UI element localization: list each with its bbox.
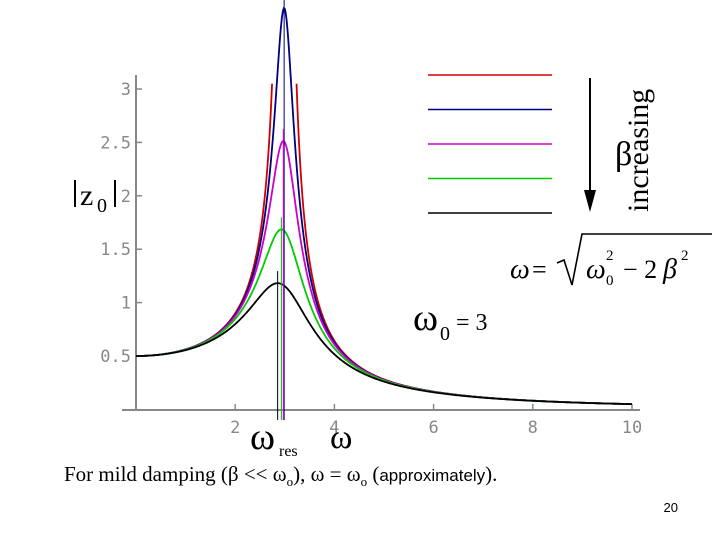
x-tick-label: 10 [622, 418, 642, 438]
svg-text:β: β [662, 254, 677, 285]
curve-series-0 [136, 83, 633, 406]
curve-series-1 [136, 6, 633, 406]
svg-text:=: = [532, 255, 547, 284]
resonance-formula: ω = ω 2 0 − 2 β 2 [510, 233, 712, 289]
tick-labels: 2 4 6 8 10 0.5 1 1.5 2 2.5 3 [100, 80, 642, 438]
svg-text:ω: ω [250, 416, 275, 458]
y-tick-label: 3 [121, 80, 131, 100]
y-tick-label: 2.5 [100, 133, 131, 153]
x-tick-label: 4 [329, 418, 339, 438]
svg-text:z: z [80, 179, 93, 212]
svg-text:− 2: − 2 [623, 255, 657, 284]
curve-series-2 [136, 140, 633, 406]
svg-text:ω: ω [510, 254, 530, 285]
y-tick-label: 1.5 [100, 240, 131, 260]
omega0-annotation: ω 0 = 3 [413, 297, 488, 345]
curve-series-4 [136, 282, 633, 406]
svg-text:increasing: increasing [622, 89, 655, 212]
svg-text:0: 0 [97, 195, 107, 217]
svg-text:2: 2 [606, 248, 614, 264]
axis-ticks [136, 88, 633, 410]
svg-text:β: β [615, 136, 632, 173]
resonance-label: ω res [250, 416, 298, 460]
caption: For mild damping (β << ωo), ω = ωo (appr… [64, 462, 498, 490]
svg-text:0: 0 [606, 273, 614, 289]
x-tick-label: 6 [428, 418, 438, 438]
svg-text:0: 0 [440, 323, 450, 345]
svg-text:ω: ω [413, 297, 438, 339]
resonance-markers [277, 0, 285, 420]
beta-increasing-arrow: β increasing [584, 78, 655, 212]
y-axis-label: z 0 [74, 179, 116, 217]
x-axis-label: ω [330, 419, 352, 456]
y-tick-label: 2 [121, 187, 131, 207]
svg-text:res: res [279, 443, 298, 460]
svg-text:ω: ω [586, 254, 606, 285]
svg-text:= 3: = 3 [456, 310, 488, 336]
x-tick-label: 2 [230, 418, 240, 438]
response-curves [136, 6, 633, 406]
x-tick-label: 8 [528, 418, 538, 438]
curve-series-3 [136, 228, 633, 406]
legend [428, 74, 552, 214]
svg-text:2: 2 [681, 248, 689, 264]
y-tick-label: 0.5 [100, 347, 131, 367]
page-number: 20 [663, 500, 678, 515]
y-tick-label: 1 [121, 294, 131, 314]
